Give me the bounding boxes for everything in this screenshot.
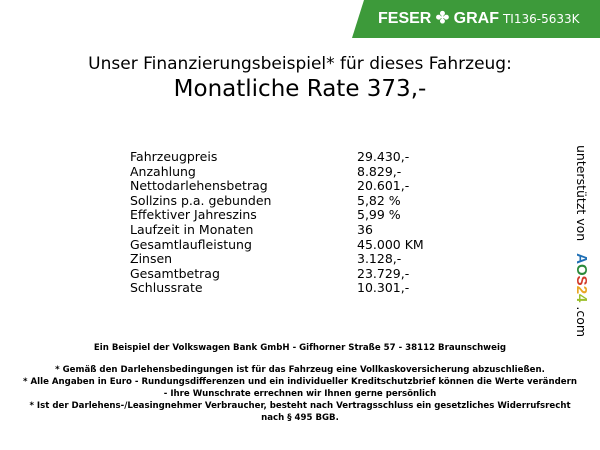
aos24-credit: unterstützt von AOS24 .com (573, 145, 590, 337)
row-label: Laufzeit in Monaten (130, 221, 254, 237)
note-2: * Alle Angaben in Euro - Rundungsdiffere… (23, 377, 577, 387)
row-value: 36 (357, 221, 373, 237)
table-row: Fahrzeugpreis 29.430,- (130, 149, 424, 165)
note-4: * Ist der Darlehens-/Leasingnehmer Verbr… (29, 401, 571, 411)
aos24-logo: AOS24 (573, 253, 590, 303)
table-row: Effektiver Jahreszins 5,99 % (130, 208, 424, 223)
row-label: Anzahlung (130, 163, 196, 179)
row-value: 10.301,- (357, 280, 410, 296)
row-value: 8.829,- (357, 163, 402, 179)
financing-title: Unser Finanzierungsbeispiel* für dieses … (88, 54, 512, 74)
footnotes: * Gemäß den Darlehensbedingungen ist für… (0, 364, 600, 424)
row-label: Gesamtlaufleistung (130, 236, 252, 252)
row-value: 23.729,- (357, 265, 410, 281)
table-row: Laufzeit in Monaten 36 (130, 221, 424, 238)
table-row: Gesamtlaufleistung 45.000 KM (130, 236, 424, 253)
row-label: Effektiver Jahreszins (130, 207, 257, 223)
row-value: 5,99 % (357, 207, 401, 223)
table-row: Nettodarlehensbetrag 20.601,- (130, 179, 424, 194)
supported-by-text: unterstützt von (574, 145, 589, 242)
monthly-rate: Monatliche Rate 373,- (173, 76, 427, 102)
vehicle-code: TI136-5633K (502, 12, 580, 26)
bank-info: Ein Beispiel der Volkswagen Bank GmbH - … (93, 343, 507, 353)
row-value: 29.430,- (357, 149, 410, 164)
row-label: Zinsen (130, 251, 173, 267)
note-1: * Gemäß den Darlehensbedingungen ist für… (55, 365, 545, 375)
row-value: 5,82 % (357, 192, 401, 208)
note-3: - Ihre Wunschrate errechnen wir Ihnen ge… (163, 389, 437, 399)
table-row: Zinsen 3.128,- (130, 252, 424, 267)
row-label: Nettodarlehensbetrag (130, 178, 268, 194)
row-value: 3.128,- (357, 251, 402, 267)
row-label: Schlussrate (130, 280, 203, 296)
row-label: Sollzins p.a. gebunden (130, 192, 272, 208)
table-row: Schlussrate 10.301,- (130, 281, 424, 296)
feser-graf-logo: FESER ✤ GRAF (378, 10, 499, 27)
table-row: Anzahlung 8.829,- (130, 163, 424, 180)
table-row: Gesamtbetrag 23.729,- (130, 265, 424, 282)
row-value: 20.601,- (357, 178, 410, 194)
table-row: Sollzins p.a. gebunden 5,82 % (130, 192, 424, 209)
aos24-suffix: .com (574, 306, 589, 338)
header-content: FESER ✤ GRAF TI136-5633K (378, 0, 579, 38)
financing-table: Fahrzeugpreis 29.430,- Anzahlung 8.829,- Net… (130, 149, 424, 296)
row-value: 45.000 KM (357, 236, 424, 252)
row-label: Gesamtbetrag (130, 265, 220, 281)
row-label: Fahrzeugpreis (130, 149, 218, 164)
header-banner (352, 0, 600, 38)
note-5: nach § 495 BGB. (261, 413, 339, 423)
